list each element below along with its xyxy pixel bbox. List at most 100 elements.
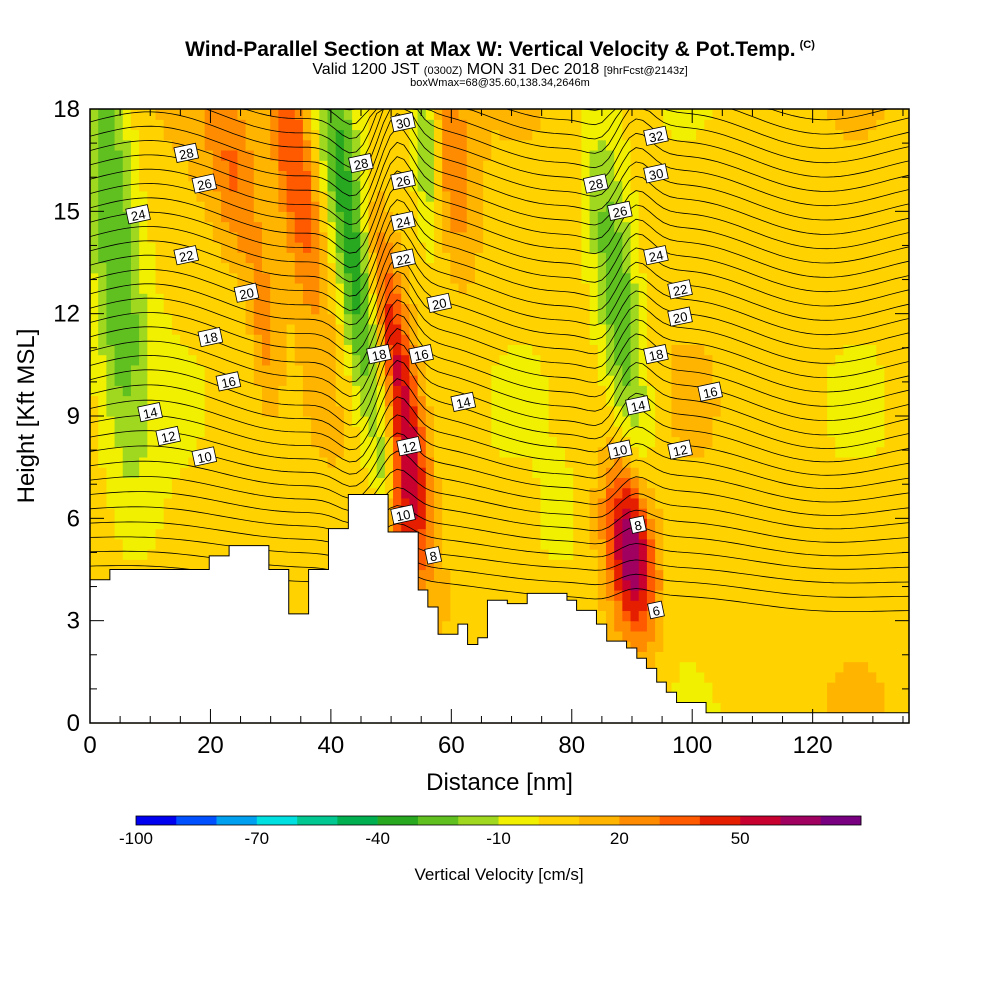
- velocity-cell: [900, 252, 910, 264]
- velocity-cell: [679, 620, 689, 632]
- velocity-cell: [188, 303, 198, 315]
- velocity-cell: [876, 221, 886, 233]
- velocity-cell: [876, 702, 886, 714]
- velocity-cell: [417, 538, 427, 550]
- velocity-cell: [597, 559, 607, 571]
- velocity-cell: [466, 262, 476, 274]
- velocity-cell: [605, 508, 615, 519]
- velocity-cell: [319, 497, 329, 509]
- velocity-cell: [884, 497, 894, 509]
- velocity-cell: [171, 528, 181, 540]
- velocity-cell: [884, 282, 894, 294]
- velocity-cell: [638, 610, 648, 622]
- velocity-cell: [327, 262, 337, 274]
- velocity-cell: [393, 405, 402, 417]
- velocity-cell: [302, 354, 312, 366]
- velocity-cell: [466, 323, 476, 335]
- velocity-cell: [343, 344, 353, 356]
- velocity-cell: [753, 344, 763, 356]
- velocity-cell: [311, 487, 320, 499]
- velocity-cell: [188, 375, 198, 386]
- velocity-cell: [565, 426, 574, 438]
- velocity-cell: [605, 610, 615, 622]
- velocity-cell: [597, 446, 607, 458]
- velocity-cell: [900, 416, 910, 427]
- velocity-cell: [597, 600, 607, 612]
- velocity-cell: [802, 364, 812, 376]
- velocity-cell: [212, 467, 222, 478]
- velocity-cell: [130, 252, 140, 264]
- velocity-cell: [737, 252, 746, 264]
- velocity-cell: [204, 385, 214, 397]
- velocity-cell: [786, 487, 795, 499]
- velocity-cell: [483, 231, 492, 243]
- velocity-cell: [786, 467, 795, 478]
- velocity-cell: [450, 272, 460, 284]
- velocity-cell: [147, 334, 157, 345]
- velocity-cell: [655, 651, 664, 663]
- velocity-cell: [671, 323, 681, 335]
- velocity-cell: [540, 569, 550, 581]
- velocity-cell: [106, 252, 116, 264]
- velocity-cell: [630, 334, 640, 345]
- velocity-cell: [327, 334, 337, 345]
- velocity-cell: [253, 528, 263, 540]
- velocity-cell: [753, 303, 763, 315]
- velocity-cell: [687, 467, 697, 478]
- velocity-cell: [777, 293, 787, 305]
- velocity-cell: [802, 334, 812, 345]
- velocity-cell: [270, 446, 279, 458]
- velocity-cell: [335, 497, 345, 509]
- velocity-cell: [90, 385, 99, 397]
- velocity-cell: [458, 405, 468, 417]
- velocity-cell: [376, 303, 386, 315]
- velocity-cell: [237, 211, 247, 223]
- velocity-cell: [237, 262, 247, 274]
- velocity-cell: [835, 630, 845, 642]
- velocity-cell: [614, 282, 623, 294]
- velocity-cell: [630, 293, 640, 305]
- velocity-cell: [810, 518, 820, 530]
- velocity-cell: [884, 579, 894, 591]
- velocity-cell: [139, 467, 148, 478]
- velocity-cell: [261, 538, 271, 550]
- velocity-cell: [90, 282, 99, 294]
- velocity-cell: [433, 508, 443, 519]
- velocity-cell: [892, 242, 902, 253]
- velocity-cell: [458, 456, 468, 468]
- velocity-cell: [704, 528, 714, 540]
- velocity-cell: [122, 395, 132, 407]
- velocity-cell: [777, 661, 787, 673]
- velocity-cell: [368, 477, 378, 489]
- velocity-cell: [630, 497, 640, 509]
- velocity-cell: [417, 426, 427, 438]
- velocity-cell: [286, 528, 296, 540]
- velocity-cell: [786, 549, 795, 560]
- velocity-cell: [393, 364, 402, 376]
- velocity-cell: [442, 426, 451, 438]
- velocity-cell: [540, 354, 550, 366]
- velocity-cell: [139, 375, 148, 386]
- velocity-cell: [745, 293, 754, 305]
- velocity-cell: [679, 579, 689, 591]
- velocity-cell: [753, 477, 763, 489]
- velocity-cell: [491, 497, 501, 509]
- velocity-cell: [515, 589, 525, 601]
- velocity-cell: [302, 395, 312, 407]
- velocity-cell: [835, 221, 845, 233]
- velocity-cell: [777, 671, 787, 683]
- velocity-cell: [704, 375, 714, 386]
- velocity-cell: [196, 467, 206, 478]
- velocity-cell: [786, 313, 795, 325]
- velocity-cell: [212, 446, 222, 458]
- velocity-cell: [737, 344, 746, 356]
- velocity-cell: [540, 549, 550, 560]
- velocity-cell: [638, 600, 648, 612]
- velocity-cell: [835, 282, 845, 294]
- velocity-cell: [630, 211, 640, 223]
- velocity-cell: [532, 262, 542, 274]
- velocity-cell: [597, 313, 607, 325]
- velocity-cell: [114, 313, 124, 325]
- velocity-cell: [466, 549, 476, 560]
- velocity-cell: [794, 569, 804, 581]
